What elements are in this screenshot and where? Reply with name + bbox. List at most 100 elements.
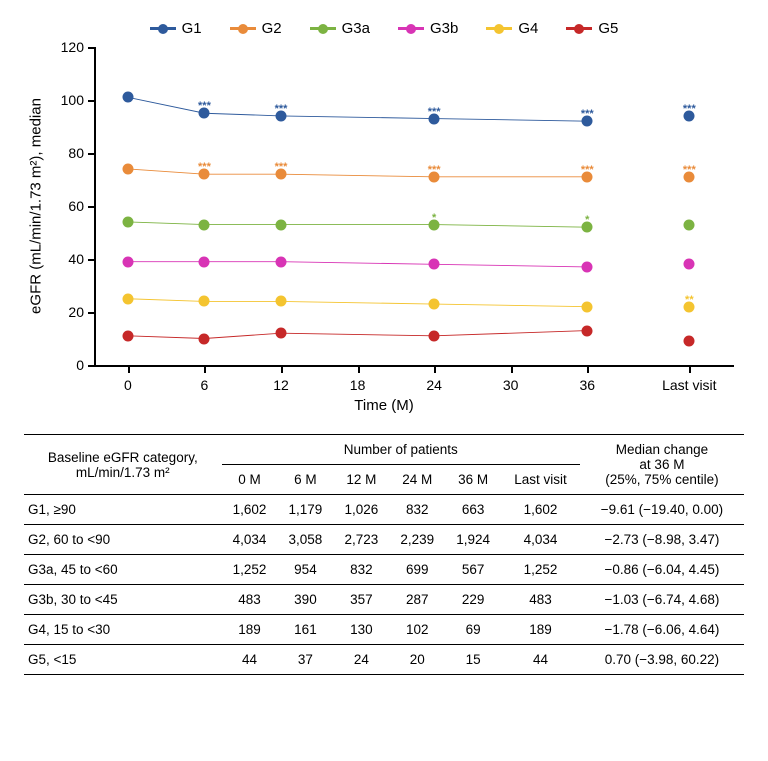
data-point [276, 219, 287, 230]
legend-item-g5: G5 [566, 20, 618, 37]
cell-change: −1.78 (−6.06, 4.64) [580, 615, 744, 645]
data-point [429, 259, 440, 270]
cell-category: G3a, 45 to <60 [24, 555, 222, 585]
cell-count: 287 [389, 585, 445, 615]
cell-category: G5, <15 [24, 645, 222, 675]
col-header-time: 12 M [333, 465, 389, 495]
x-tick [128, 365, 130, 373]
data-point [582, 325, 593, 336]
y-tick-label: 80 [68, 145, 84, 161]
legend-label: G2 [262, 20, 282, 37]
data-point [122, 293, 133, 304]
series-line-g1 [128, 97, 587, 121]
data-point [199, 219, 210, 230]
cell-count: 1,924 [445, 525, 501, 555]
series-line-g3b [128, 262, 587, 267]
x-axis-label: Time (M) [24, 397, 744, 414]
cell-count: 3,058 [277, 525, 333, 555]
col-header-time: 6 M [277, 465, 333, 495]
cell-count: 1,252 [222, 555, 278, 585]
x-tick-label: 30 [503, 377, 519, 393]
data-point [122, 163, 133, 174]
cell-count: 1,252 [501, 555, 580, 585]
cell-count: 20 [389, 645, 445, 675]
significance-marker: *** [275, 103, 288, 115]
data-point-last-visit [684, 259, 695, 270]
legend-swatch [566, 27, 592, 30]
x-tick [434, 365, 436, 373]
x-tick [204, 365, 206, 373]
significance-marker: *** [428, 105, 441, 117]
series-line-g4 [128, 299, 587, 307]
significance-marker: *** [581, 164, 594, 176]
cell-count: 699 [389, 555, 445, 585]
chart-legend: G1 G2 G3a G3b G4 G5 [24, 20, 744, 37]
cell-count: 44 [501, 645, 580, 675]
cell-count: 357 [333, 585, 389, 615]
x-tick [511, 365, 513, 373]
significance-marker: * [432, 211, 436, 223]
legend-item-g4: G4 [486, 20, 538, 37]
cell-count: 229 [445, 585, 501, 615]
x-tick-label: Last visit [662, 377, 716, 393]
cell-count: 161 [277, 615, 333, 645]
series-line-g2 [128, 169, 587, 177]
cell-count: 4,034 [222, 525, 278, 555]
col-header-time: 0 M [222, 465, 278, 495]
y-tick [88, 100, 96, 102]
series-line-g3a [128, 222, 587, 227]
significance-marker: *** [683, 103, 696, 115]
cell-count: 37 [277, 645, 333, 675]
cell-count: 189 [222, 615, 278, 645]
data-point [276, 296, 287, 307]
data-point [199, 296, 210, 307]
x-tick-label: 0 [124, 377, 132, 393]
legend-label: G3b [430, 20, 458, 37]
cell-count: 2,723 [333, 525, 389, 555]
significance-marker: *** [275, 161, 288, 173]
table-row: G3b, 30 to <45483390357287229483−1.03 (−… [24, 585, 744, 615]
legend-item-g3a: G3a [310, 20, 370, 37]
cell-count: 24 [333, 645, 389, 675]
x-tick-label: 18 [350, 377, 366, 393]
y-tick [88, 365, 96, 367]
egfr-chart: G1 G2 G3a G3b G4 G5 eGFR (mL/min/1.73 m²), me… [24, 20, 744, 414]
y-tick [88, 47, 96, 49]
legend-swatch [150, 27, 176, 30]
data-point-last-visit [684, 336, 695, 347]
data-point [122, 256, 133, 267]
cell-category: G3b, 30 to <45 [24, 585, 222, 615]
cell-count: 44 [222, 645, 278, 675]
table-row: G4, 15 to <3018916113010269189−1.78 (−6.… [24, 615, 744, 645]
data-point-last-visit [684, 219, 695, 230]
cell-category: G2, 60 to <90 [24, 525, 222, 555]
cell-change: −0.86 (−6.04, 4.45) [580, 555, 744, 585]
legend-item-g1: G1 [150, 20, 202, 37]
cell-count: 390 [277, 585, 333, 615]
y-tick [88, 312, 96, 314]
x-tick-label: 24 [426, 377, 442, 393]
y-tick-label: 60 [68, 198, 84, 214]
data-point [199, 333, 210, 344]
cell-count: 483 [222, 585, 278, 615]
col-header-time: 24 M [389, 465, 445, 495]
cell-count: 4,034 [501, 525, 580, 555]
cell-count: 189 [501, 615, 580, 645]
series-line-g5 [128, 331, 587, 339]
y-axis-label: eGFR (mL/min/1.73 m²), median [28, 98, 45, 314]
y-tick [88, 206, 96, 208]
y-tick-label: 40 [68, 251, 84, 267]
patients-table: Baseline eGFR category,mL/min/1.73 m²Num… [24, 434, 744, 675]
cell-change: −1.03 (−6.74, 4.68) [580, 585, 744, 615]
data-point [582, 301, 593, 312]
significance-marker: *** [683, 164, 696, 176]
data-point [582, 261, 593, 272]
x-tick [587, 365, 589, 373]
plot-area: eGFR (mL/min/1.73 m²), median 0204060801… [94, 47, 734, 367]
data-point [122, 216, 133, 227]
table-row: G5, <154437242015440.70 (−3.98, 60.22) [24, 645, 744, 675]
significance-marker: ** [685, 293, 694, 305]
col-header-time: Last visit [501, 465, 580, 495]
cell-change: 0.70 (−3.98, 60.22) [580, 645, 744, 675]
y-tick [88, 153, 96, 155]
